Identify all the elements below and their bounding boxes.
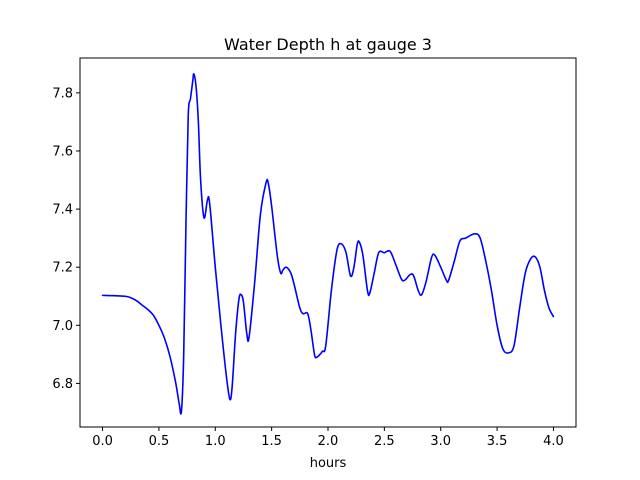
y-tick-label: 7.0 [52,319,73,334]
x-tick-label: 3.0 [430,434,451,449]
y-tick-label: 7.2 [52,261,73,276]
x-axis-label: hours [310,456,347,471]
y-tick-label: 7.6 [52,144,73,159]
y-tick-label: 6.8 [52,377,73,392]
series-line-h [101,73,555,415]
x-tick-label: 4.0 [543,434,564,449]
plot-area [101,73,555,415]
y-axis: 6.8 7.0 7.2 7.4 7.6 7.8 [52,86,80,392]
x-tick-label: 2.5 [374,434,395,449]
x-tick-label: 0.0 [92,434,113,449]
y-tick-label: 7.8 [52,86,73,101]
x-tick-label: 1.0 [205,434,226,449]
x-tick-label: 2.0 [318,434,339,449]
y-tick-label: 7.4 [52,203,73,218]
x-tick-label: 3.5 [487,434,508,449]
x-axis: 0.0 0.5 1.0 1.5 2.0 2.5 3.0 3.5 4.0 [92,427,564,449]
x-tick-label: 0.5 [149,434,170,449]
chart-title: Water Depth h at gauge 3 [224,35,432,54]
x-tick-label: 1.5 [261,434,282,449]
